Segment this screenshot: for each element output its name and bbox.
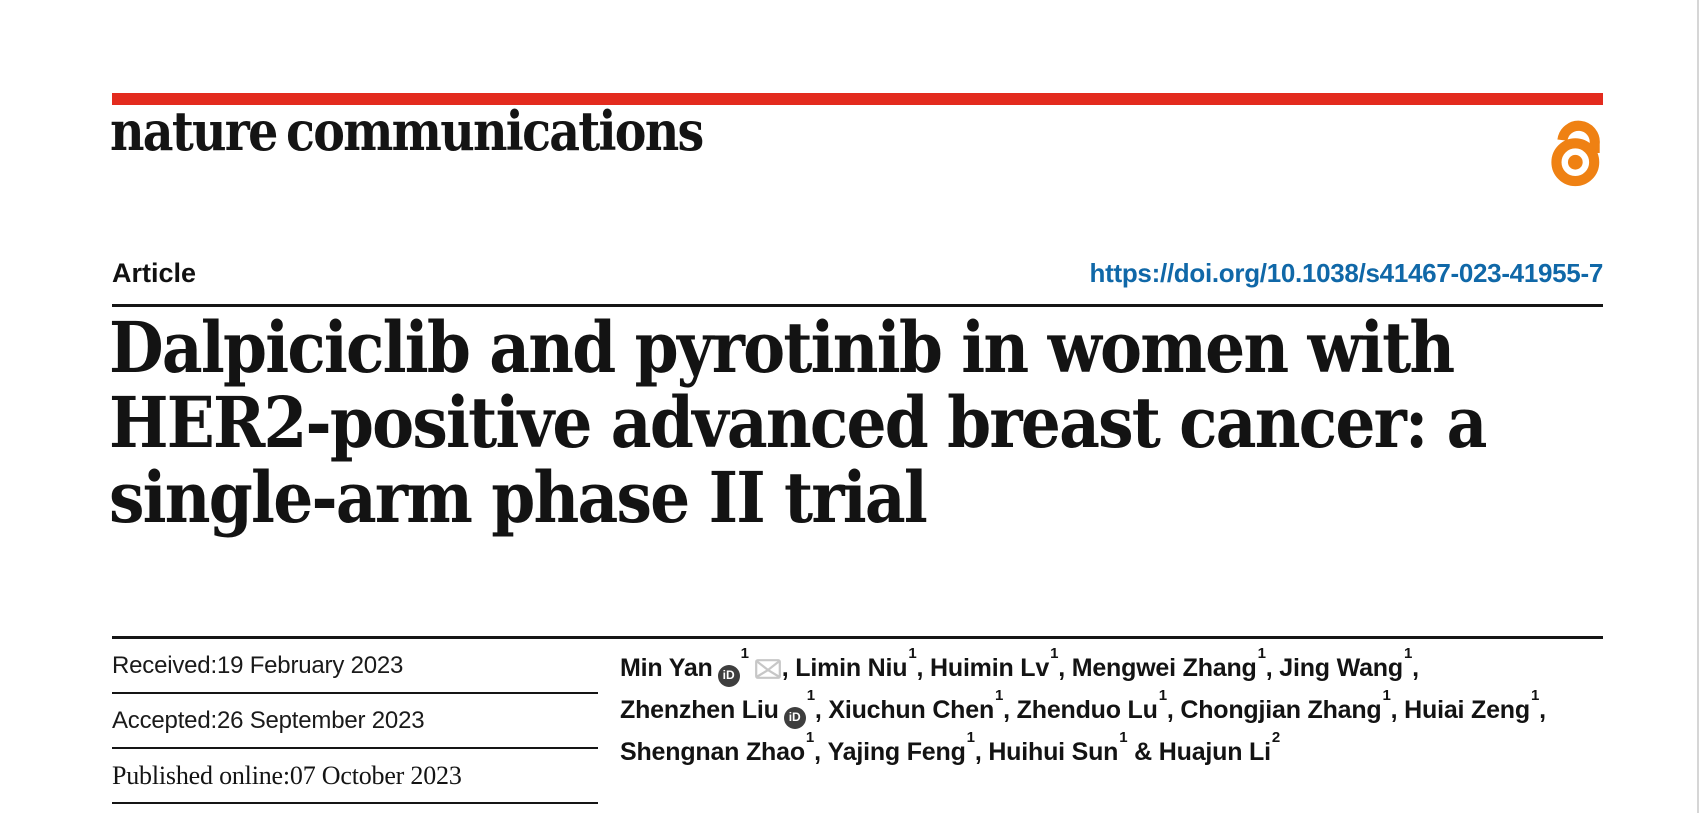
author: Huihui Sun1 &	[988, 729, 1159, 766]
title-line-2: HER2-positive advanced breast cancer: a	[109, 381, 1487, 464]
author: Huimin Lv1,	[930, 645, 1072, 683]
author-separator: ,	[1265, 654, 1280, 683]
author-separator: ,	[1166, 696, 1181, 725]
received-row: Received: 19 February 2023	[112, 639, 598, 694]
author-name: Shengnan Zhao	[620, 737, 805, 766]
affiliation-superscript: 1	[1158, 686, 1167, 704]
author-separator: ,	[1539, 696, 1546, 725]
affiliation-superscript: 1	[1119, 728, 1128, 746]
affiliation-superscript: 1	[908, 645, 917, 662]
author-name: Limin Niu	[795, 654, 908, 683]
author-separator: ,	[814, 737, 828, 766]
author: Shengnan Zhao1,	[620, 729, 828, 766]
author-name: Zhenzhen Liu	[620, 696, 779, 725]
author-name: Chongjian Zhang	[1180, 696, 1382, 725]
published-value: 07 October 2023	[289, 760, 462, 790]
author: Xiuchun Chen1,	[828, 687, 1017, 725]
doi-link[interactable]: https://doi.org/10.1038/s41467-023-41955…	[1089, 258, 1604, 288]
author-name: Huajun Li	[1158, 737, 1271, 766]
author-name: Min Yan	[620, 654, 713, 683]
orcid-icon[interactable]: iD	[717, 664, 740, 687]
author-name: Jing Wang	[1279, 654, 1403, 683]
author-line-3: Shengnan Zhao1, Yajing Feng1, Huihui Sun…	[620, 729, 1620, 770]
published-label: Published online:	[112, 760, 290, 790]
author: Zhenzhen Liu iD1,	[620, 687, 829, 729]
article-meta-row: Article https://doi.org/10.1038/s41467-0…	[112, 258, 1603, 289]
published-row: Published online: 07 October 2023	[112, 749, 598, 804]
author-separator: ,	[1390, 696, 1405, 725]
header-rule	[112, 304, 1603, 307]
author-name: Huiai Zeng	[1404, 696, 1530, 725]
accepted-label: Accepted:	[112, 706, 217, 734]
received-label: Received:	[112, 651, 217, 679]
article-type-label: Article	[112, 258, 197, 288]
journal-logo: nature communications	[110, 99, 704, 163]
author-name: Mengwei Zhang	[1071, 654, 1257, 683]
brand-accent-bar	[112, 93, 1603, 105]
author-list: Min Yan iD1, Limin Niu1, Huimin Lv1, Meng…	[620, 645, 1620, 770]
author-separator: ,	[916, 654, 931, 683]
author: Zhenduo Lu1,	[1016, 687, 1181, 725]
author-name: Yajing Feng	[827, 737, 966, 766]
author: Jing Wang1,	[1279, 645, 1419, 683]
affiliation-superscript: 1	[966, 728, 975, 746]
title-line-1: Dalpiciclib and pyrotinib in women with	[109, 306, 1455, 389]
author-name: Xiuchun Chen	[828, 696, 995, 725]
author: Limin Niu1,	[795, 645, 931, 683]
author: Mengwei Zhang1,	[1071, 645, 1280, 683]
author-separator: ,	[1412, 654, 1419, 683]
article-title: Dalpiciclib and pyrotinib in women with H…	[109, 310, 1549, 535]
email-icon[interactable]	[754, 659, 781, 680]
author-name: Huihui Sun	[988, 737, 1119, 766]
author-separator: ,	[1003, 696, 1017, 725]
author-name: Zhenduo Lu	[1016, 696, 1158, 725]
author-separator: &	[1127, 737, 1159, 766]
open-access-icon	[1551, 120, 1600, 187]
received-value: 19 February 2023	[216, 651, 404, 679]
accepted-row: Accepted: 26 September 2023	[112, 694, 598, 749]
affiliation-superscript: 1	[1403, 645, 1413, 662]
author: Yajing Feng1,	[827, 729, 989, 766]
author-separator: ,	[974, 737, 989, 766]
author: Chongjian Zhang1,	[1180, 687, 1405, 725]
orcid-icon[interactable]: iD	[783, 706, 806, 729]
author: Huajun Li2	[1158, 729, 1280, 766]
author-separator: ,	[1058, 654, 1072, 683]
author-name: Huimin Lv	[930, 654, 1050, 683]
page-edge-divider	[1697, 0, 1699, 813]
author-line-2: Zhenzhen Liu iD1, Xiuchun Chen1, Zhenduo …	[620, 687, 1620, 729]
author: Huiai Zeng1,	[1404, 687, 1546, 725]
affiliation-superscript: 1	[1257, 645, 1266, 662]
accepted-value: 26 September 2023	[216, 706, 425, 734]
affiliation-superscript: 1	[1530, 686, 1540, 704]
author-line-1: Min Yan iD1, Limin Niu1, Huimin Lv1, Meng…	[620, 645, 1620, 687]
author-separator: ,	[781, 654, 796, 683]
author: Min Yan iD1,	[620, 645, 796, 687]
affiliation-superscript: 1	[806, 686, 815, 704]
publication-history: Received: 19 February 2023 Accepted: 26 …	[112, 639, 598, 804]
affiliation-superscript: 1	[1050, 645, 1059, 662]
affiliation-superscript: 1	[1382, 686, 1391, 704]
section-divider-rule	[112, 636, 1603, 639]
affiliation-superscript: 1	[995, 686, 1004, 704]
affiliation-superscript: 1	[740, 645, 749, 662]
affiliation-superscript: 2	[1271, 728, 1281, 746]
affiliation-superscript: 1	[805, 728, 815, 746]
title-line-3: single-arm phase II trial	[109, 456, 928, 539]
author-separator: ,	[814, 696, 829, 725]
